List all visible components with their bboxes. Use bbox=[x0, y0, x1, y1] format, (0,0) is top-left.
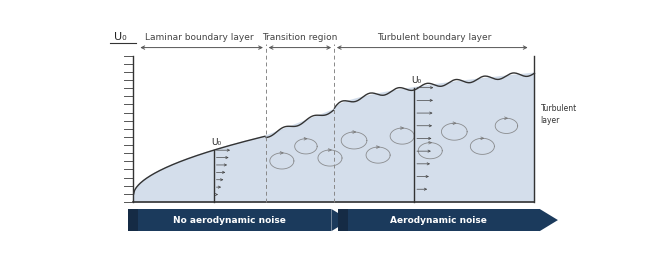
FancyBboxPatch shape bbox=[128, 209, 138, 231]
FancyArrow shape bbox=[540, 209, 558, 231]
Text: Transition region: Transition region bbox=[262, 32, 337, 42]
Text: Aerodynamic noise: Aerodynamic noise bbox=[390, 216, 487, 225]
FancyArrow shape bbox=[331, 209, 349, 231]
Text: Turbulent
layer: Turbulent layer bbox=[541, 104, 577, 124]
Text: U₀: U₀ bbox=[211, 138, 221, 147]
FancyBboxPatch shape bbox=[128, 209, 331, 231]
Text: U₀: U₀ bbox=[412, 76, 422, 85]
Text: Laminar boundary layer: Laminar boundary layer bbox=[145, 32, 254, 42]
Text: No aerodynamic noise: No aerodynamic noise bbox=[173, 216, 286, 225]
FancyBboxPatch shape bbox=[338, 209, 540, 231]
Text: U₀: U₀ bbox=[114, 32, 127, 42]
Text: Boundary layer thickness, δ: Boundary layer thickness, δ bbox=[376, 210, 493, 219]
FancyBboxPatch shape bbox=[338, 209, 347, 231]
Text: Turbulent boundary layer: Turbulent boundary layer bbox=[377, 32, 491, 42]
Polygon shape bbox=[134, 73, 534, 202]
